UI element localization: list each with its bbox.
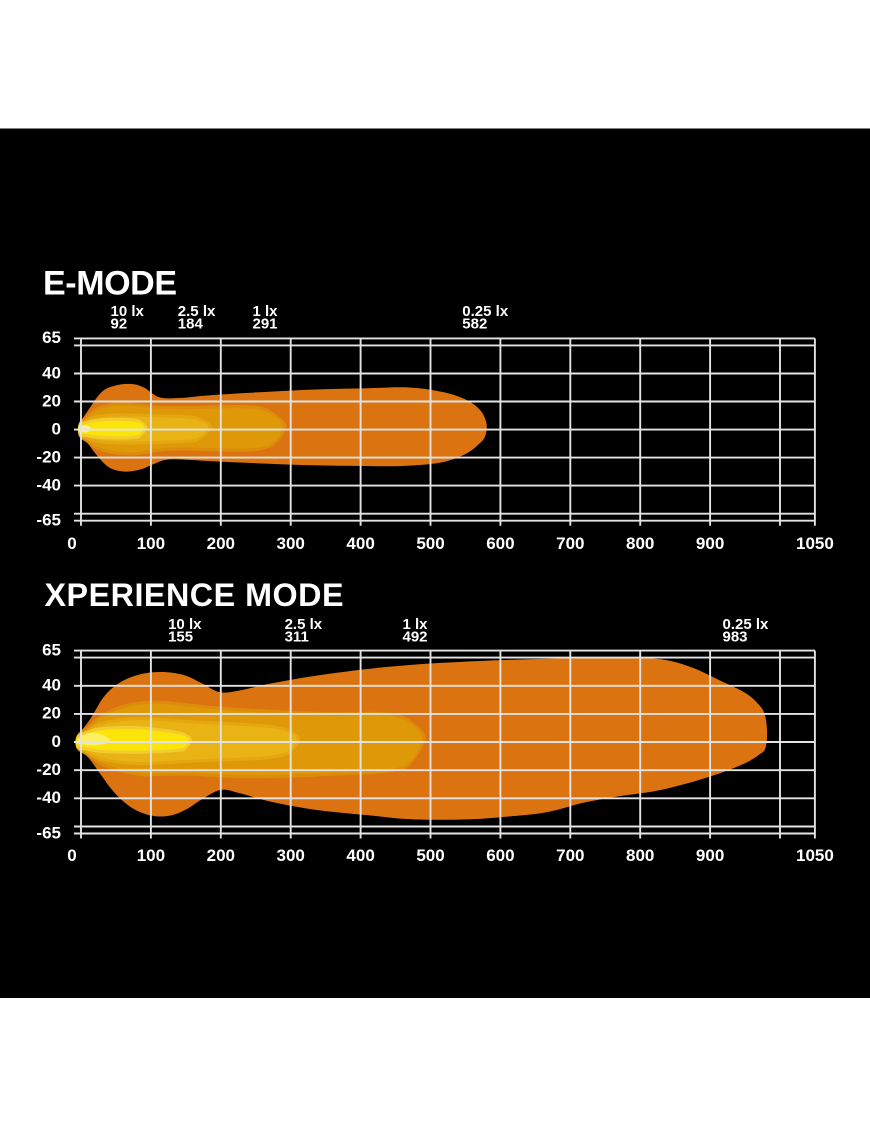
svg-text:10 lx: 10 lx <box>168 616 202 633</box>
svg-text:20: 20 <box>42 704 61 723</box>
svg-text:1050: 1050 <box>796 534 834 553</box>
svg-text:-20: -20 <box>36 447 61 466</box>
svg-text:0.25 lx: 0.25 lx <box>462 303 509 320</box>
svg-text:300: 300 <box>277 846 305 865</box>
svg-text:0: 0 <box>67 846 76 865</box>
svg-text:92: 92 <box>111 316 128 333</box>
svg-text:700: 700 <box>556 534 584 553</box>
svg-text:65: 65 <box>42 328 61 347</box>
svg-text:900: 900 <box>696 534 724 553</box>
svg-text:0: 0 <box>52 419 61 438</box>
svg-text:983: 983 <box>723 629 748 646</box>
svg-text:-40: -40 <box>36 475 61 494</box>
svg-text:600: 600 <box>486 846 514 865</box>
svg-text:2.5 lx: 2.5 lx <box>178 303 216 320</box>
svg-text:400: 400 <box>346 534 374 553</box>
svg-text:2.5 lx: 2.5 lx <box>285 616 323 633</box>
svg-text:-40: -40 <box>36 788 61 807</box>
svg-text:100: 100 <box>137 846 165 865</box>
svg-text:311: 311 <box>285 629 309 646</box>
svg-text:100: 100 <box>137 534 165 553</box>
svg-text:1 lx: 1 lx <box>253 303 279 320</box>
svg-text:900: 900 <box>696 846 724 865</box>
svg-text:800: 800 <box>626 534 654 553</box>
svg-text:200: 200 <box>207 534 235 553</box>
svg-text:XPERIENCE MODE: XPERIENCE MODE <box>45 577 345 613</box>
svg-text:0.25 lx: 0.25 lx <box>723 616 770 633</box>
svg-text:300: 300 <box>277 534 305 553</box>
svg-text:700: 700 <box>556 846 584 865</box>
svg-text:0: 0 <box>52 732 61 751</box>
svg-text:400: 400 <box>346 846 374 865</box>
svg-text:500: 500 <box>416 534 444 553</box>
svg-text:155: 155 <box>168 629 193 646</box>
svg-text:E-MODE: E-MODE <box>43 265 177 303</box>
svg-text:492: 492 <box>403 629 428 646</box>
svg-text:582: 582 <box>462 316 487 333</box>
svg-text:500: 500 <box>416 846 444 865</box>
svg-text:20: 20 <box>42 391 61 410</box>
svg-text:184: 184 <box>178 316 204 333</box>
svg-text:40: 40 <box>42 676 61 695</box>
svg-text:200: 200 <box>207 846 235 865</box>
svg-text:800: 800 <box>626 846 654 865</box>
svg-text:1 lx: 1 lx <box>403 616 429 633</box>
svg-text:291: 291 <box>253 316 278 333</box>
svg-text:-65: -65 <box>36 823 61 842</box>
svg-text:65: 65 <box>42 640 61 659</box>
svg-text:0: 0 <box>67 534 76 553</box>
svg-text:600: 600 <box>486 534 514 553</box>
svg-text:-65: -65 <box>36 511 61 530</box>
svg-text:-20: -20 <box>36 760 61 779</box>
svg-text:1050: 1050 <box>796 846 834 865</box>
svg-text:40: 40 <box>42 363 61 382</box>
svg-text:10 lx: 10 lx <box>111 303 145 320</box>
